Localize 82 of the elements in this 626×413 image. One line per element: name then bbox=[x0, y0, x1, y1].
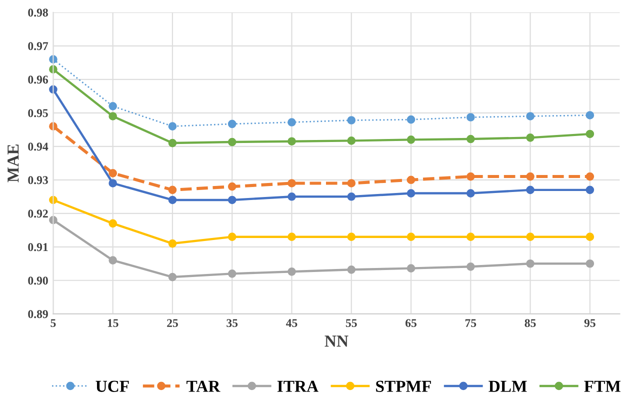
point bbox=[288, 179, 296, 188]
point bbox=[288, 137, 296, 146]
x-tick-label: 15 bbox=[108, 319, 118, 328]
point bbox=[347, 116, 356, 124]
x-tick-label: 95 bbox=[584, 319, 596, 328]
point bbox=[168, 239, 177, 248]
point bbox=[406, 189, 416, 198]
point bbox=[228, 138, 236, 146]
point bbox=[288, 118, 296, 126]
y-tick-label: 0.93 bbox=[28, 176, 48, 184]
point bbox=[108, 179, 118, 188]
point bbox=[406, 264, 416, 272]
point bbox=[347, 136, 356, 145]
point bbox=[228, 120, 236, 128]
legend-label: FTM bbox=[584, 380, 620, 392]
y-tick-label: 0.96 bbox=[28, 76, 48, 84]
point bbox=[168, 186, 177, 194]
point bbox=[586, 232, 594, 241]
x-tick-label: 5 bbox=[50, 319, 56, 328]
point bbox=[288, 192, 296, 201]
x-tick-label: 85 bbox=[524, 319, 536, 328]
point bbox=[347, 232, 356, 241]
point bbox=[108, 112, 118, 120]
point bbox=[526, 134, 534, 142]
point bbox=[586, 111, 594, 120]
point bbox=[288, 232, 296, 241]
point bbox=[466, 113, 475, 122]
point bbox=[526, 186, 534, 194]
legend-label: STPMF bbox=[376, 380, 431, 392]
legend-label: DLM bbox=[488, 380, 527, 392]
y-tick-label: 0.92 bbox=[28, 210, 48, 218]
y-tick-label: 0.89 bbox=[28, 310, 48, 318]
y-tick-label: 0.94 bbox=[28, 142, 48, 151]
legend-label: TAR bbox=[186, 380, 220, 392]
point bbox=[347, 179, 356, 188]
x-tick-label: 45 bbox=[286, 319, 298, 328]
x-tick-label: 55 bbox=[346, 319, 357, 328]
point bbox=[288, 268, 296, 276]
point bbox=[108, 256, 118, 264]
y-axis-title: MAE bbox=[8, 144, 19, 182]
point bbox=[108, 169, 118, 178]
y-tick-label: 0.90 bbox=[28, 276, 48, 285]
point bbox=[466, 189, 475, 198]
y-tick-label: 0.91 bbox=[28, 243, 48, 252]
point bbox=[466, 232, 475, 241]
point bbox=[228, 232, 236, 241]
legend-label: ITRA bbox=[277, 380, 318, 392]
point bbox=[526, 172, 534, 181]
point bbox=[406, 176, 416, 184]
point bbox=[228, 196, 236, 204]
point bbox=[526, 259, 534, 268]
point bbox=[168, 122, 177, 130]
point bbox=[168, 138, 177, 148]
point bbox=[406, 115, 416, 124]
y-tick-label: 0.98 bbox=[28, 8, 48, 17]
point bbox=[406, 136, 416, 144]
point bbox=[228, 270, 236, 278]
legend-label: UCF bbox=[96, 380, 129, 392]
x-axis-title: NN bbox=[324, 336, 348, 347]
point bbox=[586, 259, 594, 268]
point bbox=[586, 130, 594, 138]
point bbox=[586, 186, 594, 194]
y-tick-label: 0.95 bbox=[28, 109, 48, 118]
point bbox=[168, 272, 177, 282]
point bbox=[526, 112, 534, 120]
point bbox=[347, 192, 356, 201]
point bbox=[108, 219, 118, 228]
point bbox=[466, 134, 475, 144]
x-tick-label: 25 bbox=[167, 319, 178, 328]
y-tick-label: 0.97 bbox=[28, 42, 48, 50]
x-tick-label: 65 bbox=[406, 319, 416, 328]
point bbox=[466, 262, 475, 271]
point bbox=[466, 172, 475, 181]
point bbox=[168, 196, 177, 204]
point bbox=[586, 172, 594, 181]
x-tick-label: 75 bbox=[465, 319, 476, 328]
x-tick-label: 35 bbox=[226, 319, 238, 328]
point bbox=[347, 265, 356, 274]
point bbox=[526, 232, 534, 241]
point bbox=[108, 102, 118, 110]
point bbox=[228, 182, 236, 191]
point bbox=[406, 232, 416, 241]
